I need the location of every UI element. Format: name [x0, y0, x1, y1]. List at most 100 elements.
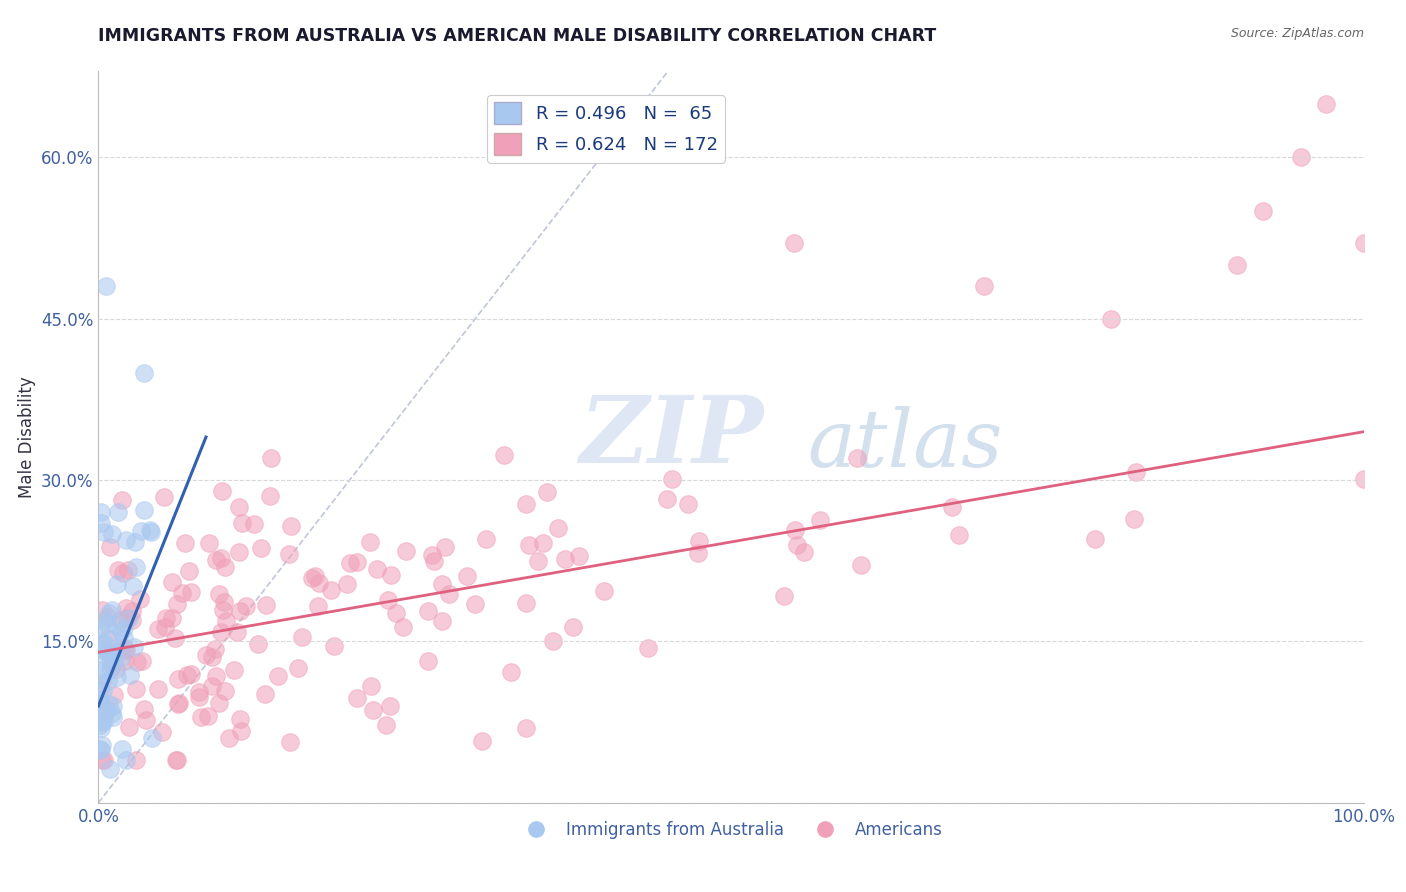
Point: [148, 681, 170, 696]
Point: [676, 497, 699, 511]
Point: [494, 449, 516, 463]
Point: [948, 527, 970, 541]
Point: [187, 684, 209, 698]
Point: [287, 661, 309, 675]
Point: [112, 621, 135, 635]
Point: [793, 545, 815, 559]
Point: [100, 660, 122, 674]
Point: [785, 523, 807, 537]
Point: [90, 665, 112, 680]
Point: [165, 632, 187, 646]
Point: [115, 533, 138, 548]
Point: [101, 710, 124, 724]
Point: [1084, 532, 1107, 546]
Point: [111, 493, 134, 508]
Point: [360, 680, 382, 694]
Point: [378, 698, 401, 713]
Point: [301, 571, 323, 585]
Point: [121, 604, 143, 618]
Point: [218, 731, 240, 746]
Point: [361, 703, 384, 717]
Point: [107, 505, 129, 519]
Point: [124, 535, 146, 549]
Point: [96, 645, 118, 659]
Point: [117, 563, 139, 577]
Point: [204, 669, 226, 683]
Point: [98, 606, 121, 620]
Point: [418, 654, 440, 668]
Point: [104, 617, 127, 632]
Point: [973, 279, 995, 293]
Point: [243, 516, 266, 531]
Point: [1289, 150, 1312, 164]
Point: [152, 725, 174, 739]
Point: [132, 702, 155, 716]
Point: [97, 610, 120, 624]
Point: [214, 684, 236, 698]
Point: [93, 636, 115, 650]
Point: [845, 450, 868, 465]
Point: [259, 490, 281, 504]
Point: [176, 667, 198, 681]
Point: [319, 582, 342, 597]
Point: [89, 718, 111, 732]
Point: [1251, 204, 1274, 219]
Point: [253, 687, 276, 701]
Point: [536, 485, 558, 500]
Point: [515, 497, 537, 511]
Point: [592, 584, 614, 599]
Point: [1315, 96, 1337, 111]
Point: [214, 560, 236, 574]
Point: [554, 552, 576, 566]
Point: [1122, 512, 1144, 526]
Point: [228, 604, 250, 618]
Point: [90, 642, 112, 657]
Point: [209, 624, 232, 639]
Point: [89, 623, 111, 637]
Point: [422, 553, 444, 567]
Point: [567, 549, 589, 564]
Point: [336, 576, 359, 591]
Point: [205, 552, 228, 566]
Point: [90, 663, 112, 677]
Point: [141, 731, 163, 746]
Point: [115, 642, 138, 657]
Point: [112, 640, 135, 655]
Point: [121, 579, 143, 593]
Point: [195, 648, 218, 662]
Point: [91, 603, 114, 617]
Text: Source: ZipAtlas.com: Source: ZipAtlas.com: [1230, 27, 1364, 40]
Point: [90, 721, 112, 735]
Point: [117, 610, 139, 624]
Point: [385, 606, 408, 620]
Point: [135, 713, 157, 727]
Point: [162, 611, 184, 625]
Point: [277, 547, 299, 561]
Point: [637, 641, 659, 656]
Point: [98, 541, 121, 555]
Point: [121, 613, 143, 627]
Text: atlas: atlas: [807, 406, 1002, 483]
Point: [471, 734, 494, 748]
Point: [180, 584, 202, 599]
Point: [808, 513, 831, 527]
Point: [162, 575, 184, 590]
Point: [111, 566, 134, 580]
Text: ZIP: ZIP: [579, 392, 763, 482]
Point: [100, 640, 122, 655]
Point: [1125, 465, 1147, 479]
Point: [420, 549, 443, 563]
Point: [228, 500, 250, 514]
Point: [125, 560, 148, 574]
Point: [101, 632, 124, 646]
Point: [229, 712, 252, 726]
Point: [541, 633, 564, 648]
Point: [339, 557, 361, 571]
Point: [247, 637, 270, 651]
Point: [91, 675, 114, 690]
Y-axis label: Male Disability: Male Disability: [17, 376, 35, 498]
Point: [688, 533, 710, 548]
Point: [118, 721, 141, 735]
Point: [166, 753, 188, 767]
Point: [359, 534, 381, 549]
